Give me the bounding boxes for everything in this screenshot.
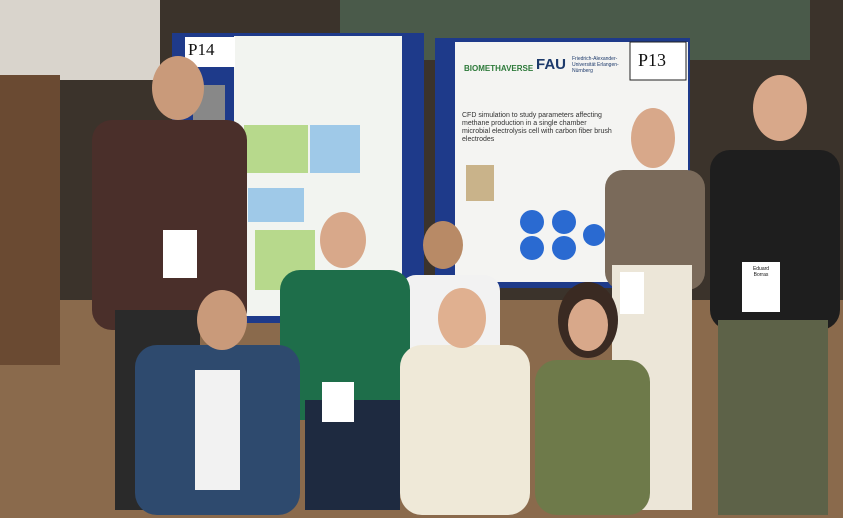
- poster-figure: [520, 236, 544, 260]
- poster-figure: [244, 125, 308, 173]
- person: [400, 288, 530, 515]
- name-badge: [742, 262, 780, 312]
- pillar: [0, 75, 60, 365]
- logo: FAU: [536, 56, 566, 73]
- poster-figure: [248, 188, 304, 222]
- poster-figure: [310, 125, 360, 173]
- poster-number-box: [629, 41, 687, 81]
- name-badge: [163, 230, 197, 278]
- poster-number-box: [185, 37, 235, 67]
- person: [535, 282, 650, 515]
- name-badge: [322, 382, 354, 422]
- poster-figure: [466, 165, 494, 201]
- person: [135, 290, 300, 515]
- ceiling: [0, 0, 160, 80]
- university-name: Friedrich-Alexander-Universität Erlangen…: [572, 56, 619, 74]
- poster-figure: [520, 210, 544, 234]
- badge-name: Eduard Borras: [752, 266, 770, 278]
- person: [710, 75, 840, 515]
- poster-number: P13: [638, 50, 667, 70]
- poster-figure: [552, 210, 576, 234]
- poster-figure: [583, 224, 605, 246]
- name-badge: [620, 272, 644, 314]
- poster-title: CFD simulation to study parameters affec…: [462, 112, 612, 143]
- project-logo: BIOMETHAVERSE: [464, 64, 534, 73]
- poster-number: P14: [188, 40, 215, 59]
- poster-figure: [552, 236, 576, 260]
